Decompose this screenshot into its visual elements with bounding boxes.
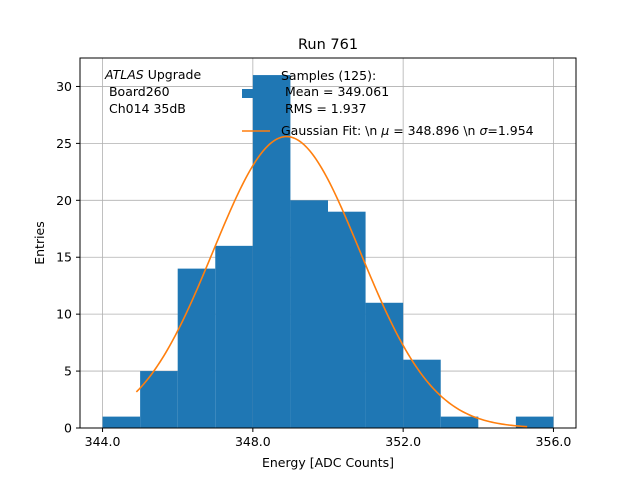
experiment-annotation: ATLAS Upgrade Board260 Ch014 35dB <box>104 67 201 116</box>
histogram-bar <box>290 200 328 428</box>
annotation-line-1: ATLAS Upgrade <box>104 67 201 82</box>
y-axis-ticks: 0 5 10 15 20 25 30 <box>56 79 80 436</box>
legend-rms-label: RMS = 1.937 <box>281 101 367 116</box>
histogram-bar <box>252 75 291 429</box>
annotation-atlas: ATLAS <box>104 67 144 82</box>
histogram-bar <box>102 416 141 428</box>
legend-mean-label: Mean = 349.061 <box>281 84 389 99</box>
legend-fit-sigma: σ <box>479 123 488 138</box>
x-tick-label: 348.0 <box>235 434 271 449</box>
histogram-bar <box>177 268 216 428</box>
legend-fit-prefix: Gaussian Fit: \n <box>281 123 381 138</box>
histogram-bar <box>215 245 253 428</box>
legend-samples-label: Samples (125): <box>281 68 376 83</box>
y-tick-label: 30 <box>56 79 72 94</box>
histogram-bar <box>140 371 178 428</box>
legend-histogram-swatch <box>242 89 270 98</box>
x-tick-label: 352.0 <box>385 434 421 449</box>
x-tick-label: 356.0 <box>536 434 572 449</box>
x-axis-label: Energy [ADC Counts] <box>262 455 394 470</box>
legend: Samples (125): Mean = 349.061 RMS = 1.93… <box>242 68 534 138</box>
x-axis-ticks: 344.0 348.0 352.0 356.0 <box>85 428 572 449</box>
histogram-bar <box>365 302 404 428</box>
y-tick-label: 5 <box>64 364 72 379</box>
chart-title: Run 761 <box>298 37 358 53</box>
annotation-line-2: Board260 <box>105 84 170 99</box>
annotation-upgrade: Upgrade <box>144 67 202 82</box>
histogram-bar <box>403 359 441 428</box>
y-tick-label: 25 <box>56 136 72 151</box>
legend-fit-mu: μ <box>380 123 389 138</box>
legend-fit-mid: = 348.896 \n <box>389 123 479 138</box>
histogram-bars <box>102 75 554 429</box>
histogram-bar <box>440 416 479 428</box>
y-tick-label: 15 <box>56 250 72 265</box>
gaussian-fit-curve <box>135 135 528 428</box>
y-tick-label: 0 <box>64 421 72 436</box>
y-tick-label: 20 <box>56 193 72 208</box>
y-tick-label: 10 <box>56 307 72 322</box>
histogram-bar <box>515 416 554 428</box>
histogram-bar <box>328 211 366 428</box>
x-tick-label: 344.0 <box>85 434 121 449</box>
legend-fit-label: Gaussian Fit: \n μ = 348.896 \n σ=1.954 <box>281 123 534 138</box>
plot-frame <box>79 57 577 429</box>
gaussian-fit <box>135 135 528 428</box>
legend-fit-suffix: =1.954 <box>487 123 533 138</box>
y-axis-label: Entries <box>32 221 47 265</box>
annotation-line-3: Ch014 35dB <box>105 101 186 116</box>
